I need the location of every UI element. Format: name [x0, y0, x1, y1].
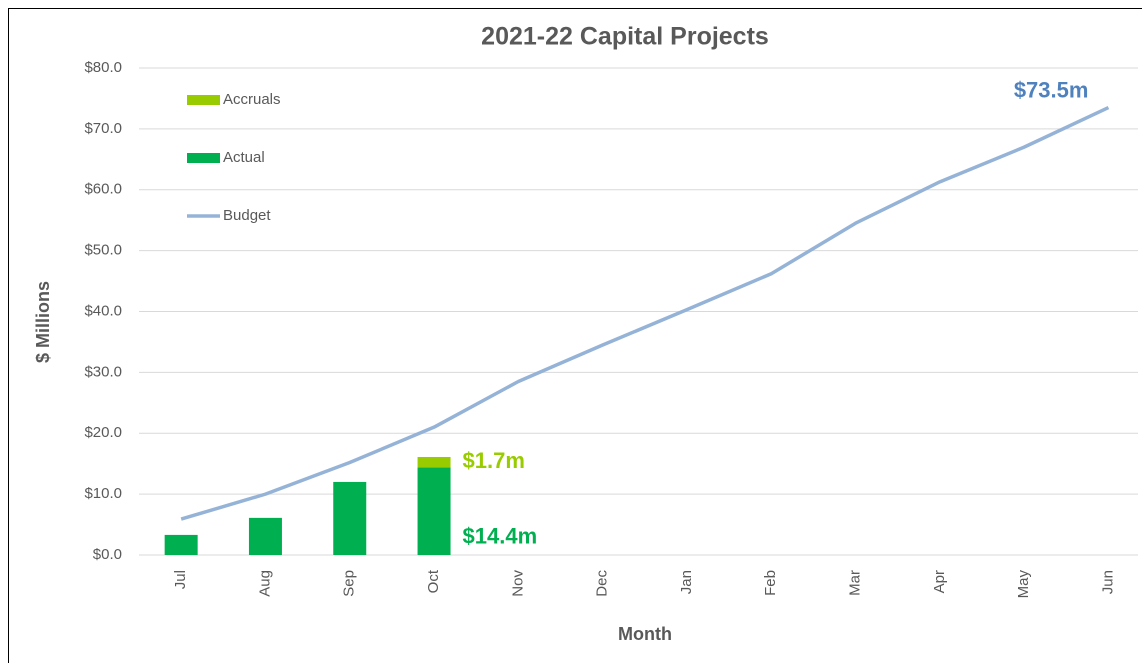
y-tick-label: $60.0	[84, 181, 122, 198]
x-tick-label: Feb	[762, 570, 779, 596]
y-tick-label: $80.0	[84, 59, 122, 76]
legend-swatch	[187, 153, 220, 163]
x-tick-label: Oct	[425, 569, 442, 593]
bar	[248, 517, 282, 555]
y-tick-label: $10.0	[84, 485, 122, 502]
y-tick-label: $70.0	[84, 120, 122, 137]
x-tick-label: Apr	[931, 570, 948, 593]
x-tick-label: Jul	[172, 570, 189, 589]
x-tick-label: Jun	[1099, 570, 1116, 594]
y-tick-label: $40.0	[84, 302, 122, 319]
chart-border	[8, 8, 1142, 663]
legend-swatch	[187, 95, 220, 105]
y-tick-label: $50.0	[84, 242, 122, 259]
x-tick-label: May	[1015, 570, 1032, 599]
legend-label: Actual	[223, 149, 265, 166]
value-label: $14.4m	[463, 523, 538, 548]
y-tick-label: $20.0	[84, 424, 122, 441]
x-tick-label: Aug	[256, 570, 273, 597]
y-tick-label: $0.0	[93, 546, 122, 563]
x-tick-label: Dec	[594, 570, 611, 597]
x-tick-label: Nov	[509, 570, 526, 597]
bar	[417, 456, 451, 468]
y-axis-title: $ Millions	[33, 281, 53, 363]
bar	[164, 534, 198, 555]
bar	[417, 467, 451, 555]
value-label: $73.5m	[1014, 77, 1089, 102]
legend-label: Accruals	[223, 91, 281, 108]
legend-label: Budget	[223, 207, 271, 224]
x-axis-title: Month	[618, 624, 672, 644]
bar	[333, 481, 367, 555]
x-tick-label: Jan	[678, 570, 695, 594]
budget-line	[180, 105, 1110, 521]
x-tick-label: Mar	[847, 570, 864, 596]
value-label: $1.7m	[463, 448, 525, 473]
chart-title: 2021-22 Capital Projects	[481, 23, 769, 51]
y-tick-label: $30.0	[84, 363, 122, 380]
x-tick-label: Sep	[341, 570, 358, 597]
